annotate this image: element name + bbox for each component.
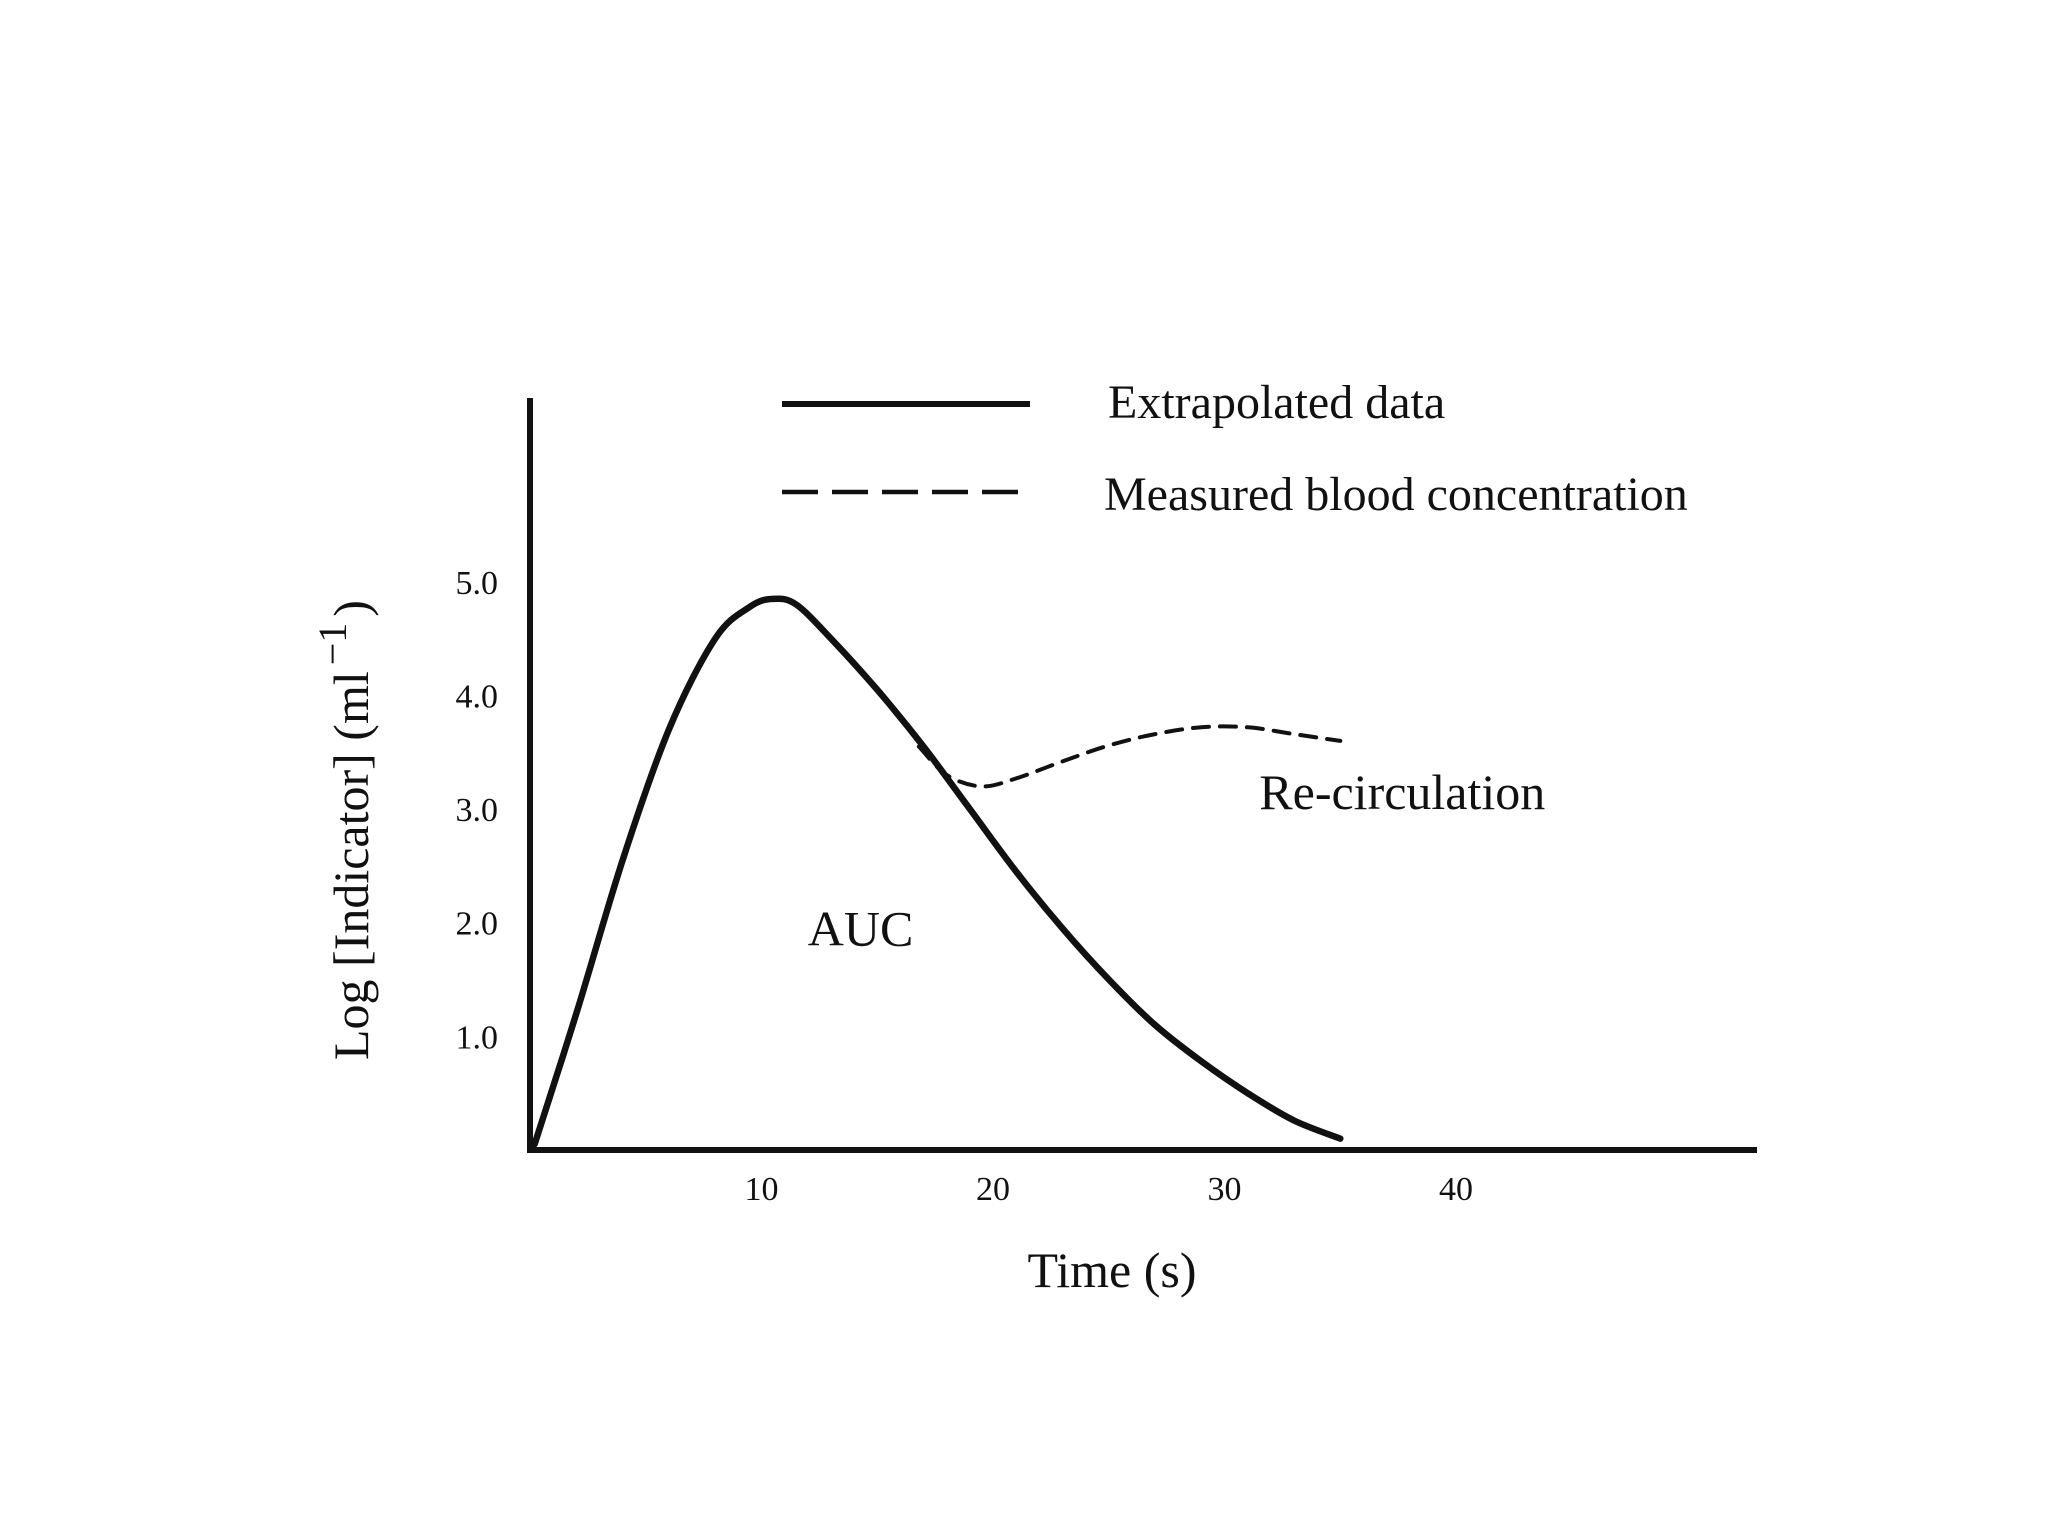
y-axis-title: Log [Indicator] (ml −1) [310, 600, 379, 1060]
y-tick-label: 2.0 [456, 906, 499, 943]
y-tick-label: 1.0 [456, 1019, 499, 1056]
annotation-auc: AUC [808, 901, 914, 957]
legend-label-measured: Measured blood concentration [1104, 468, 1688, 521]
series-measured-blood-concentration [916, 724, 1343, 789]
annotation-layer: AUC Re-circulation [808, 764, 1546, 956]
x-tick-label: 10 [745, 1171, 779, 1208]
svg-text:Log [Indicator] (ml−1): Log [Indicator] (ml −1) [310, 600, 379, 1060]
tick-layer: 10 20 30 40 1.0 2.0 3.0 4.0 5.0 [456, 565, 1474, 1208]
y-axis-title-close: ) [323, 600, 379, 617]
x-axis-title: Time (s) [1027, 1242, 1196, 1298]
y-axis-title-superscript: −1 [310, 623, 355, 666]
legend-label-extrapolated: Extrapolated data [1108, 376, 1445, 429]
y-tick-label: 4.0 [456, 679, 499, 716]
series-extrapolated-data [531, 595, 1344, 1148]
series-layer [531, 595, 1344, 1148]
annotation-re-circulation: Re-circulation [1259, 764, 1545, 820]
x-tick-label: 40 [1439, 1171, 1473, 1208]
y-tick-label: 5.0 [456, 565, 499, 602]
x-tick-label: 30 [1208, 1171, 1242, 1208]
y-axis-title-main: Log [Indicator] (ml [323, 671, 379, 1060]
x-tick-label: 20 [976, 1171, 1010, 1208]
legend: Extrapolated data Measured blood concent… [782, 376, 1688, 521]
y-tick-label: 3.0 [456, 792, 499, 829]
